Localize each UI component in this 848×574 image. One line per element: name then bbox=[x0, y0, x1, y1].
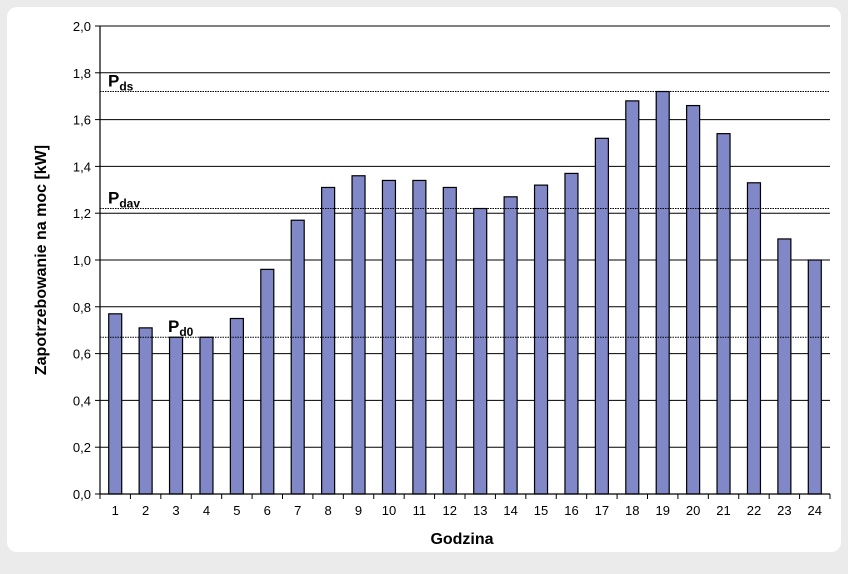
bar bbox=[686, 104, 701, 495]
axes bbox=[95, 25, 831, 499]
bar bbox=[260, 268, 275, 495]
bar bbox=[168, 336, 184, 495]
x-tick-label: 2 bbox=[142, 503, 149, 518]
y-tick-label: 1,4 bbox=[73, 159, 91, 174]
bar bbox=[564, 172, 579, 495]
x-tick-label: 3 bbox=[172, 503, 179, 518]
y-tick-label: 1,0 bbox=[73, 253, 91, 268]
bar bbox=[533, 184, 549, 495]
bar bbox=[716, 133, 731, 495]
reference-line-label: Pdav bbox=[108, 189, 140, 211]
bar bbox=[442, 186, 457, 495]
y-tick-label: 0,4 bbox=[73, 393, 91, 408]
bar bbox=[777, 238, 792, 495]
bar bbox=[290, 219, 305, 495]
x-tick-label: 5 bbox=[233, 503, 240, 518]
x-tick-label: 1 bbox=[112, 503, 119, 518]
x-tick-label: 11 bbox=[413, 503, 427, 518]
y-tick-label: 0,6 bbox=[73, 347, 91, 362]
gridlines bbox=[100, 25, 830, 448]
bar bbox=[807, 259, 822, 495]
bar bbox=[594, 137, 609, 495]
x-tick-label: 20 bbox=[686, 503, 700, 518]
x-tick-label: 21 bbox=[716, 503, 730, 518]
x-tick-label: 14 bbox=[503, 503, 517, 518]
bar bbox=[138, 327, 153, 495]
x-tick-label: 12 bbox=[443, 503, 457, 518]
x-tick-label: 19 bbox=[655, 503, 669, 518]
x-tick-label: 8 bbox=[325, 503, 332, 518]
x-axis-title: Godzina bbox=[430, 531, 493, 548]
y-tick-label: 0,2 bbox=[73, 440, 91, 455]
x-tick-label: 6 bbox=[264, 503, 271, 518]
x-tick-label: 15 bbox=[534, 503, 548, 518]
x-tick-label: 4 bbox=[203, 503, 210, 518]
reference-line-label: Pd0 bbox=[168, 317, 194, 339]
x-tick-labels: 1 2 3 4 5 6 7 8 9 10 11 12 13 14 15 16 17 18 19 20 21 22 23 24 bbox=[112, 503, 822, 518]
y-tick-label: 1,6 bbox=[73, 113, 91, 128]
y-tick-label: 1,8 bbox=[73, 66, 91, 81]
bar bbox=[503, 196, 518, 495]
y-tick-label: 2,0 bbox=[73, 19, 91, 34]
x-tick-label: 13 bbox=[473, 503, 487, 518]
reference-line-label: Pds bbox=[108, 72, 134, 94]
bar bbox=[108, 313, 123, 495]
x-tick-label: 16 bbox=[564, 503, 578, 518]
y-tick-label: 0,0 bbox=[73, 487, 91, 502]
y-tick-labels: 0,0 0,2 0,4 0,6 0,8 1,0 1,2 1,4 1,6 1,8 2,0 bbox=[73, 19, 91, 502]
bar bbox=[199, 336, 214, 495]
bar bbox=[229, 317, 244, 495]
y-tick-label: 1,2 bbox=[73, 206, 91, 221]
x-tick-label: 23 bbox=[777, 503, 791, 518]
x-tick-label: 7 bbox=[294, 503, 301, 518]
bar bbox=[655, 90, 670, 495]
y-axis-title: Zapotrzebowanie na moc [kW] bbox=[33, 145, 50, 375]
x-tick-label: 22 bbox=[747, 503, 761, 518]
y-tick-label: 0,8 bbox=[73, 300, 91, 315]
bar bbox=[351, 175, 366, 495]
bars bbox=[108, 90, 822, 495]
bar bbox=[473, 207, 488, 495]
x-tick-label: 17 bbox=[595, 503, 609, 518]
x-tick-label: 24 bbox=[808, 503, 822, 518]
x-tick-label: 18 bbox=[625, 503, 639, 518]
bar bbox=[625, 100, 640, 495]
x-tick-label: 10 bbox=[382, 503, 396, 518]
x-tick-label: 9 bbox=[355, 503, 362, 518]
bar bbox=[746, 182, 762, 495]
bar bbox=[321, 186, 336, 495]
